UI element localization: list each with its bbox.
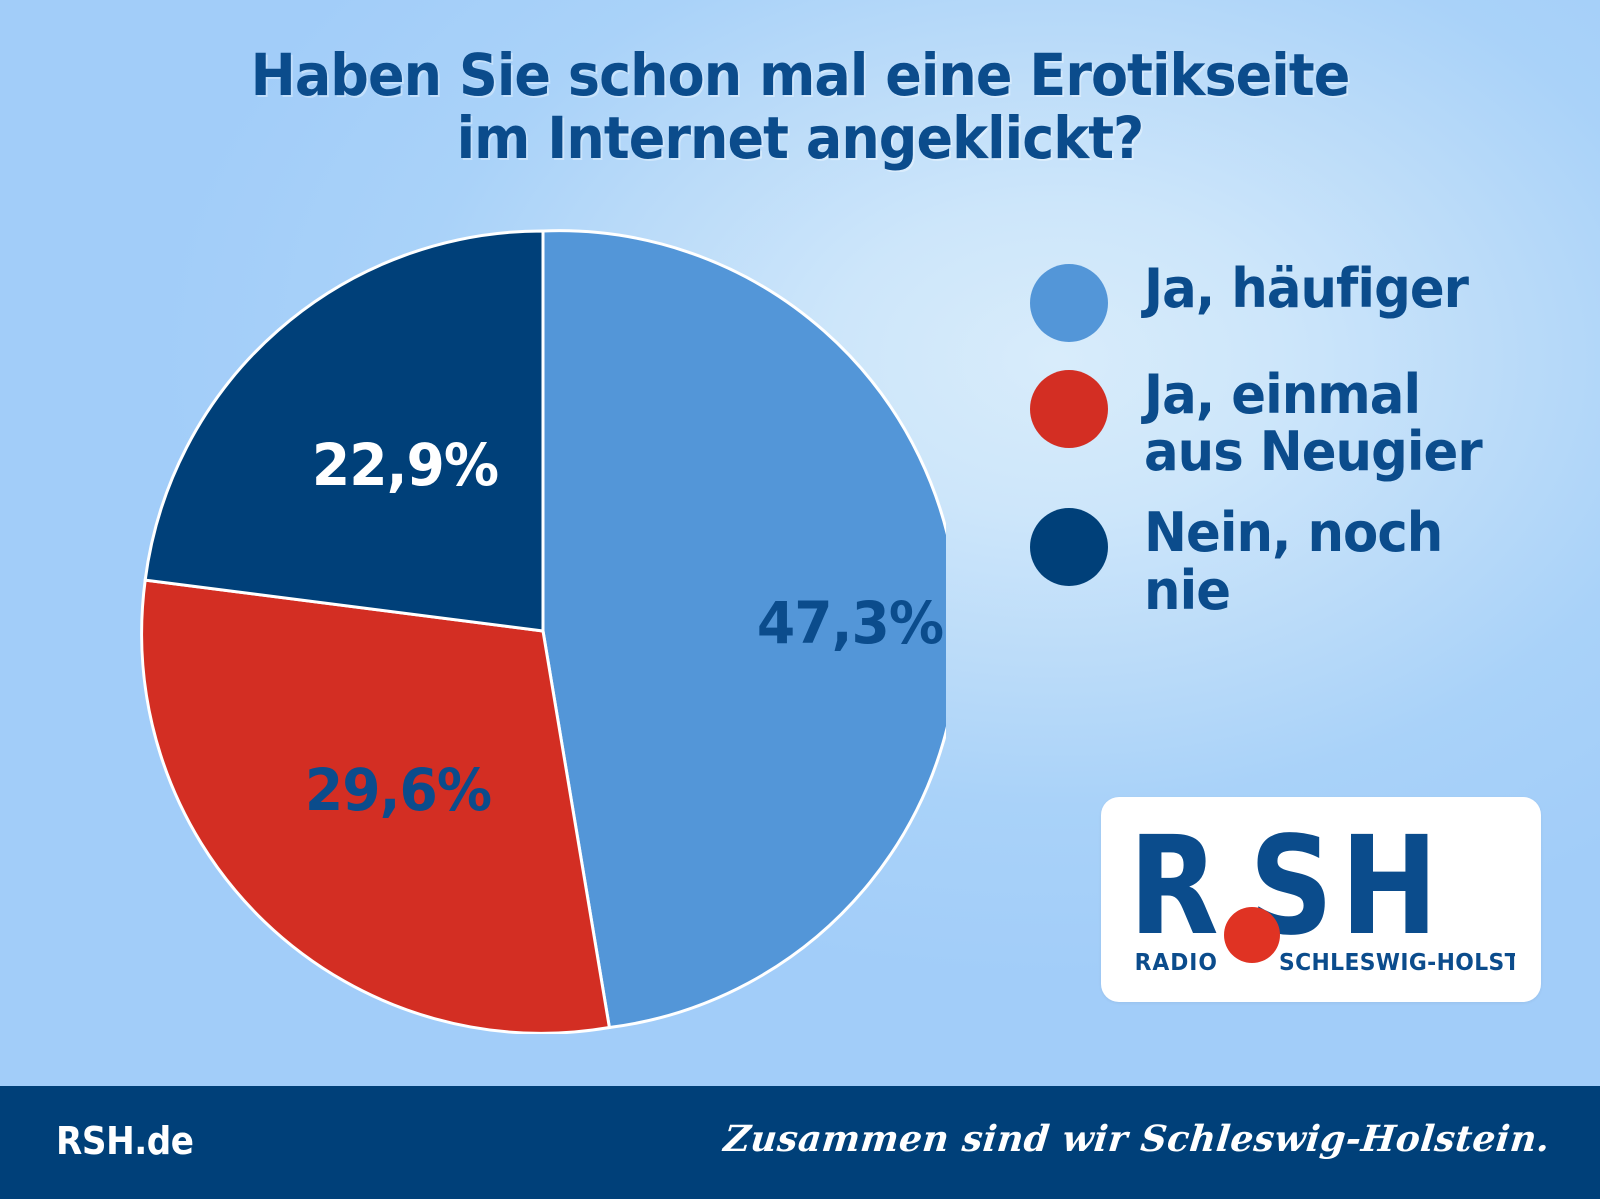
logo-sub-schleswig-holstein: SCHLESWIG-HOLSTEIN — [1279, 949, 1515, 975]
footer-url[interactable]: RSH.de — [56, 1119, 194, 1163]
legend-dot-ja-haeufiger — [1030, 264, 1108, 342]
logo-sub-radio: RADIO — [1135, 949, 1218, 975]
pie-chart-svg: 47,3% 29,6% 22,9% — [140, 229, 946, 1034]
pie-slice-ja-einmal[interactable] — [140, 578, 612, 1034]
rsh-logo-card[interactable]: R S H RADIO SCHLESWIG-HOLSTEIN — [1101, 797, 1541, 1002]
logo-letter-h: H — [1340, 823, 1438, 965]
legend-item-ja-haeufiger[interactable]: Ja, häufiger — [1030, 258, 1590, 342]
pie-chart: 47,3% 29,6% 22,9% — [140, 228, 946, 1034]
rsh-logo: R S H RADIO SCHLESWIG-HOLSTEIN — [1129, 823, 1515, 975]
footer-bar: RSH.de Zusammen sind wir Schleswig-Holst… — [0, 1086, 1600, 1199]
legend-label-ja-einmal: Ja, einmal aus Neugier — [1144, 363, 1483, 484]
pie-slice-nein[interactable] — [143, 229, 545, 633]
chart-legend: Ja, häufiger Ja, einmal aus Neugier Nein… — [1030, 258, 1590, 641]
pie-label-47: 47,3% — [757, 590, 943, 658]
footer-claim: Zusammen sind wir Schleswig-Holstein. — [721, 1118, 1553, 1160]
legend-item-ja-einmal[interactable]: Ja, einmal aus Neugier — [1030, 364, 1590, 480]
pie-slice-ja-haeufiger[interactable] — [541, 229, 946, 1030]
pie-label-29: 29,6% — [305, 757, 491, 825]
legend-label-nein: Nein, noch nie — [1144, 501, 1443, 622]
logo-letter-r: R — [1129, 823, 1219, 965]
legend-dot-ja-einmal — [1030, 370, 1108, 448]
logo-red-dot — [1224, 907, 1280, 963]
pie-label-22: 22,9% — [312, 432, 498, 500]
legend-item-nein[interactable]: Nein, noch nie — [1030, 501, 1590, 622]
page-title: Haben Sie schon mal eine Erotikseite im … — [250, 41, 1351, 172]
legend-label-ja-haeufiger: Ja, häufiger — [1144, 257, 1469, 320]
legend-dot-nein — [1030, 508, 1108, 587]
